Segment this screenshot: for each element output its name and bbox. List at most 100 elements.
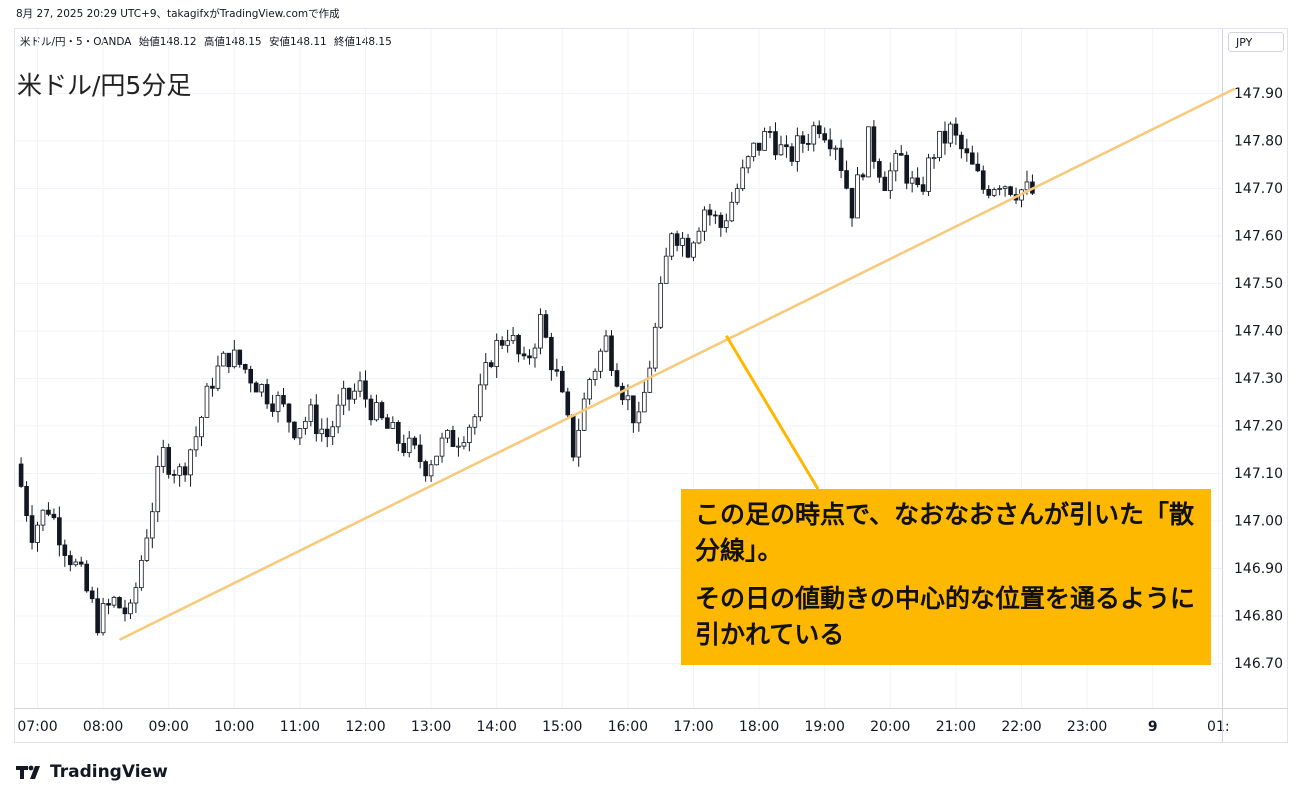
candle-body	[931, 157, 937, 160]
time-tick-label: 12:00	[345, 719, 385, 735]
candle-body	[395, 422, 401, 444]
candle-body	[467, 426, 472, 443]
candle-body	[204, 385, 210, 418]
candle-body	[78, 561, 84, 565]
candle-body	[532, 347, 538, 359]
time-tick-label: 20:00	[870, 719, 910, 735]
candle-body	[379, 402, 385, 419]
candle-body	[713, 214, 718, 217]
candle-body	[576, 429, 582, 458]
candle-body	[838, 147, 844, 171]
candle-body	[887, 170, 893, 192]
candle-body	[199, 416, 204, 438]
candle-body	[844, 170, 849, 189]
time-tick-label: 23:00	[1067, 719, 1107, 735]
candle-body	[718, 214, 724, 228]
tradingview-logo[interactable]: TradingView	[16, 762, 168, 782]
currency-badge[interactable]: JPY	[1228, 32, 1284, 52]
candle-body	[510, 334, 516, 342]
candle-body	[292, 421, 297, 439]
candle-body	[691, 242, 696, 258]
price-tick-label: 147.30	[1234, 371, 1283, 387]
candle-body	[188, 449, 193, 476]
candle-body	[385, 417, 390, 429]
time-tick-label: 9	[1148, 719, 1158, 735]
price-tick-label: 146.80	[1234, 609, 1283, 625]
candle-body	[816, 125, 822, 135]
time-tick-label: 18:00	[739, 719, 779, 735]
time-tick-label: 17:00	[673, 719, 713, 735]
candle-body	[636, 411, 642, 424]
candle-body	[210, 385, 215, 389]
candle-body	[767, 131, 773, 133]
candle-body	[740, 167, 746, 190]
time-tick-label: 09:00	[149, 719, 189, 735]
candle-body	[898, 153, 904, 156]
callout-line-1: この足の時点で、なおなおさんが引いた「散分線」。	[695, 500, 1195, 565]
candle-body	[734, 188, 740, 203]
candle-body	[827, 139, 833, 150]
candle-body	[46, 509, 51, 515]
price-tick-label: 147.40	[1234, 324, 1283, 340]
candle-body	[303, 420, 308, 429]
candle-body	[264, 384, 270, 405]
candle-body	[51, 513, 57, 519]
candle-body	[226, 352, 232, 368]
candle-body	[652, 326, 658, 369]
candle-body	[729, 201, 735, 222]
candle-body	[773, 131, 778, 156]
candle-body	[445, 430, 450, 439]
candle-body	[811, 125, 817, 145]
time-tick-label: 21:00	[936, 719, 976, 735]
candle-body	[155, 466, 161, 513]
price-tick-label: 147.90	[1234, 86, 1283, 102]
candle-body	[778, 144, 784, 156]
candle-body	[286, 403, 292, 423]
candle-body	[1008, 186, 1013, 195]
candle-body	[297, 428, 303, 439]
candle-body	[570, 414, 576, 458]
candle-body	[434, 455, 439, 466]
candle-body	[505, 340, 510, 346]
candle-body	[516, 334, 521, 355]
candle-body	[991, 189, 997, 196]
candle-body	[144, 537, 150, 561]
candle-body	[953, 123, 959, 136]
candle-body	[707, 209, 713, 216]
candle-body	[253, 382, 259, 393]
candle-body	[745, 156, 751, 169]
candle-body	[855, 174, 860, 219]
candle-body	[614, 370, 620, 387]
candle-body	[559, 370, 565, 393]
price-tick-label: 147.70	[1234, 181, 1283, 197]
candle-body	[472, 416, 478, 428]
candle-body	[920, 184, 926, 192]
time-tick-label: 11:00	[280, 719, 320, 735]
candle-body	[860, 174, 866, 178]
candle-body	[308, 404, 314, 422]
candle-body	[997, 188, 1002, 190]
candle-body	[581, 398, 587, 431]
candle-body	[647, 367, 653, 393]
candle-body	[915, 177, 920, 186]
time-tick-label: 13:00	[411, 719, 451, 735]
candle-body	[723, 220, 729, 228]
candle-body	[587, 379, 592, 400]
candle-body	[149, 511, 155, 539]
candle-body	[24, 486, 29, 517]
candle-body	[139, 560, 144, 589]
candle-body	[363, 380, 368, 400]
tradingview-logo-icon	[16, 765, 40, 779]
candle-body	[450, 430, 456, 447]
candle-body	[352, 390, 357, 400]
candle-body	[313, 404, 319, 435]
candle-body	[89, 590, 95, 600]
candle-body	[215, 365, 221, 389]
candle-body	[795, 135, 800, 162]
legend-high: 高値148.15	[203, 36, 262, 48]
candle-body	[456, 445, 461, 448]
candle-body	[833, 147, 838, 150]
candle-body	[959, 134, 964, 150]
candle-body	[439, 437, 445, 457]
